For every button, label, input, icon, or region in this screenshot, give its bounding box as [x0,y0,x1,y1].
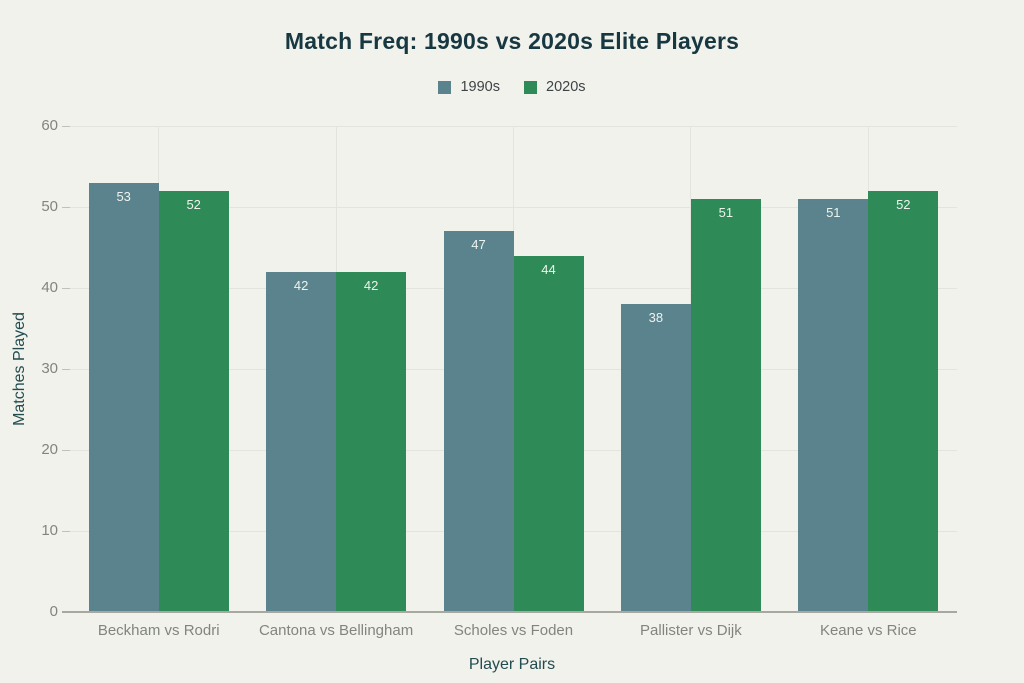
x-axis-title: Player Pairs [468,656,556,673]
y-tick-mark [62,125,70,127]
legend-label: 1990s [460,79,500,95]
x-axis-line [62,611,957,613]
bar-value-label: 42 [363,277,379,293]
y-tick-mark [62,449,70,451]
y-tick-mark [62,287,70,289]
y-tick-mark [62,206,70,208]
bar-2020s [336,271,407,612]
bar-value-label: 52 [896,196,911,212]
bar-1990s [266,271,337,612]
y-tick-label: 30 [41,360,58,377]
bar-value-label: 42 [293,277,309,293]
y-tick-label: 20 [41,441,58,458]
y-tick-label: 60 [41,117,58,134]
legend-item-2020s: 2020s [524,79,586,95]
legend-item-1990s: 1990s [438,79,500,95]
bar-value-label: 47 [471,237,486,253]
bar-value-label: 38 [648,310,664,326]
legend: 1990s 2020s [0,79,1024,95]
y-tick-label: 0 [49,603,58,620]
x-category-label: Cantona vs Bellingham [258,622,414,639]
bar-1990s [88,182,159,612]
bar-2020s [868,190,939,612]
bar-value-label: 53 [116,188,131,204]
bar-value-label: 44 [541,261,556,277]
x-category-label: Scholes vs Foden [453,622,574,639]
y-tick-label: 40 [41,279,58,296]
legend-label: 2020s [546,79,586,95]
y-tick-mark [62,368,70,370]
bar-2020s [690,198,761,612]
legend-swatch-icon [524,80,537,94]
bar-value-label: 51 [718,204,734,220]
bar-2020s [158,190,229,612]
x-category-label: Beckham vs Rodri [97,622,220,639]
bar-1990s [798,198,869,612]
x-category-label: Keane vs Rice [819,622,917,639]
bar-1990s [443,231,514,612]
legend-swatch-icon [438,80,452,94]
bar-value-label: 51 [826,204,841,220]
bar-value-label: 52 [186,196,201,212]
y-tick-label: 50 [41,198,58,215]
bar-1990s [620,304,691,612]
chart-title: Match Freq: 1990s vs 2020s Elite Players [284,28,740,54]
y-tick-label: 10 [41,522,58,539]
x-category-label: Pallister vs Dijk [640,622,742,639]
bar-2020s [513,255,584,612]
y-tick-mark [62,530,70,532]
